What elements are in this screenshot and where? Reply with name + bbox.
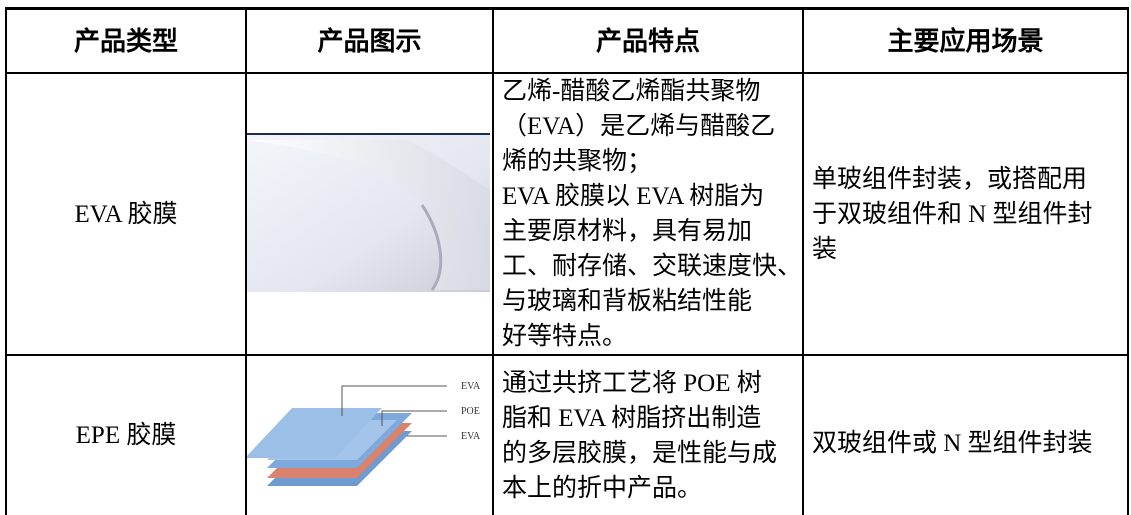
text-line: 产品类型 bbox=[73, 26, 178, 56]
layer-label: EVA bbox=[461, 381, 481, 392]
text-line: 于双玻组件和 N 型组件封 bbox=[812, 200, 1093, 228]
text-line: 乙烯-醋酸乙烯酯共聚物 bbox=[502, 78, 761, 105]
column-border bbox=[5, 8, 7, 515]
text-line: EPE 胶膜 bbox=[75, 422, 177, 449]
text-line: EVA 胶膜 bbox=[74, 200, 178, 228]
text-line: 工、耐存储、交联速度快、 bbox=[502, 253, 803, 280]
row-border bbox=[5, 354, 1129, 356]
text-line: 装 bbox=[812, 235, 838, 263]
header-cell: 产品特点 bbox=[494, 10, 802, 72]
layer-label: POE bbox=[461, 406, 480, 417]
header-cell: 产品图示 bbox=[247, 10, 492, 72]
text-line: 好等特点。 bbox=[502, 323, 628, 350]
epe-film-image: EVA POE EVA bbox=[247, 381, 481, 486]
text-line: 的多层胶膜，是性能与成 bbox=[502, 440, 778, 467]
text-line: 主要应用场景 bbox=[887, 26, 1044, 56]
text-line: 与玻璃和背板粘结性能 bbox=[502, 288, 753, 315]
column-border bbox=[492, 8, 494, 515]
features-cell: 乙烯-醋酸乙烯酯共聚物 （EVA）是乙烯与醋酸乙 烯的共聚物； EVA 胶膜以 EVA… bbox=[494, 74, 802, 354]
text-line: 脂和 EVA 树脂挤出制造 bbox=[502, 405, 762, 432]
text-line: 产品图示 bbox=[317, 26, 422, 56]
column-border bbox=[1127, 8, 1129, 515]
text-line: 本上的折中产品。 bbox=[502, 475, 703, 502]
header-cell: 产品类型 bbox=[7, 10, 245, 72]
text-line: 通过共挤工艺将 POE 树 bbox=[502, 370, 762, 397]
eva-film-image bbox=[247, 133, 490, 292]
header-cell: 主要应用场景 bbox=[804, 10, 1127, 72]
text-line: 双玻组件或 N 型组件封装 bbox=[812, 430, 1093, 457]
column-border bbox=[802, 8, 804, 515]
text-line: 产品特点 bbox=[595, 26, 700, 56]
layer-label: EVA bbox=[461, 431, 481, 442]
column-border bbox=[245, 8, 247, 515]
text-line: 主要原材料，具有易加 bbox=[502, 218, 753, 245]
text-line: （EVA）是乙烯与醋酸乙 bbox=[502, 113, 776, 140]
applications-cell: 单玻组件封装，或搭配用 于双玻组件和 N 型组件封装 bbox=[804, 74, 1127, 354]
type-cell: EVA 胶膜 bbox=[7, 74, 245, 354]
text-line: 烯的共聚物； bbox=[502, 148, 653, 175]
table-top-border bbox=[5, 7, 1129, 10]
type-cell: EPE 胶膜 bbox=[7, 356, 245, 515]
applications-cell: 双玻组件或 N 型组件封装 bbox=[804, 356, 1127, 515]
features-cell: 通过共挤工艺将 POE 树脂和 EVA 树脂挤出制造 的多层胶膜，是性能与成 本上的… bbox=[494, 356, 802, 515]
text-line: EVA 胶膜以 EVA 树脂为 bbox=[502, 183, 765, 210]
text-line: 单玻组件封装，或搭配用 bbox=[812, 165, 1088, 193]
row-border bbox=[5, 72, 1129, 74]
